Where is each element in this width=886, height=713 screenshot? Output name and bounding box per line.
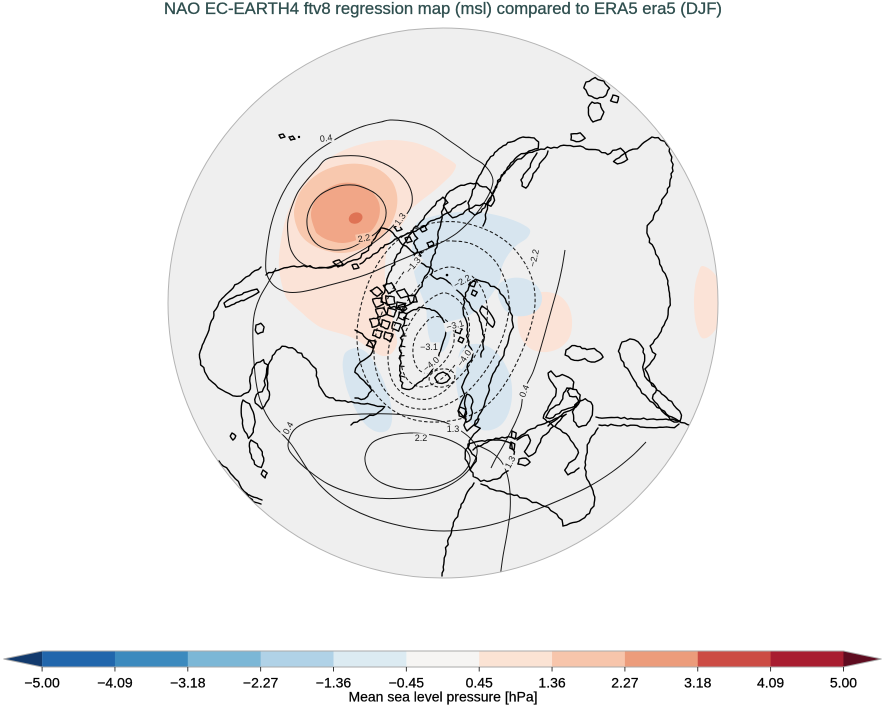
svg-text:5.00: 5.00: [830, 675, 857, 691]
svg-text:0.45: 0.45: [466, 675, 493, 691]
svg-text:4.09: 4.09: [757, 675, 784, 691]
svg-text:0.4: 0.4: [517, 383, 531, 398]
svg-text:2.27: 2.27: [611, 675, 638, 691]
svg-text:0.4: 0.4: [319, 132, 333, 144]
svg-text:−3.1: −3.1: [420, 342, 438, 352]
svg-text:−2.27: −2.27: [243, 675, 279, 691]
svg-text:−1.36: −1.36: [316, 675, 352, 691]
svg-text:2.2: 2.2: [415, 433, 428, 443]
svg-text:−4.09: −4.09: [97, 675, 133, 691]
svg-text:NAO EC-EARTH4 ftv8 regression: NAO EC-EARTH4 ftv8 regression map (msl) …: [164, 0, 722, 18]
svg-text:Mean sea level pressure [hPa]: Mean sea level pressure [hPa]: [348, 689, 537, 705]
svg-text:1.3: 1.3: [447, 424, 460, 434]
svg-text:−2.2: −2.2: [527, 248, 540, 267]
svg-text:2.2: 2.2: [357, 232, 371, 244]
svg-text:−3.18: −3.18: [170, 675, 206, 691]
svg-text:−0.45: −0.45: [389, 675, 425, 691]
svg-text:−3.1: −3.1: [445, 318, 465, 332]
svg-text:1.36: 1.36: [538, 675, 565, 691]
svg-text:3.18: 3.18: [684, 675, 711, 691]
svg-text:−5.00: −5.00: [24, 675, 60, 691]
